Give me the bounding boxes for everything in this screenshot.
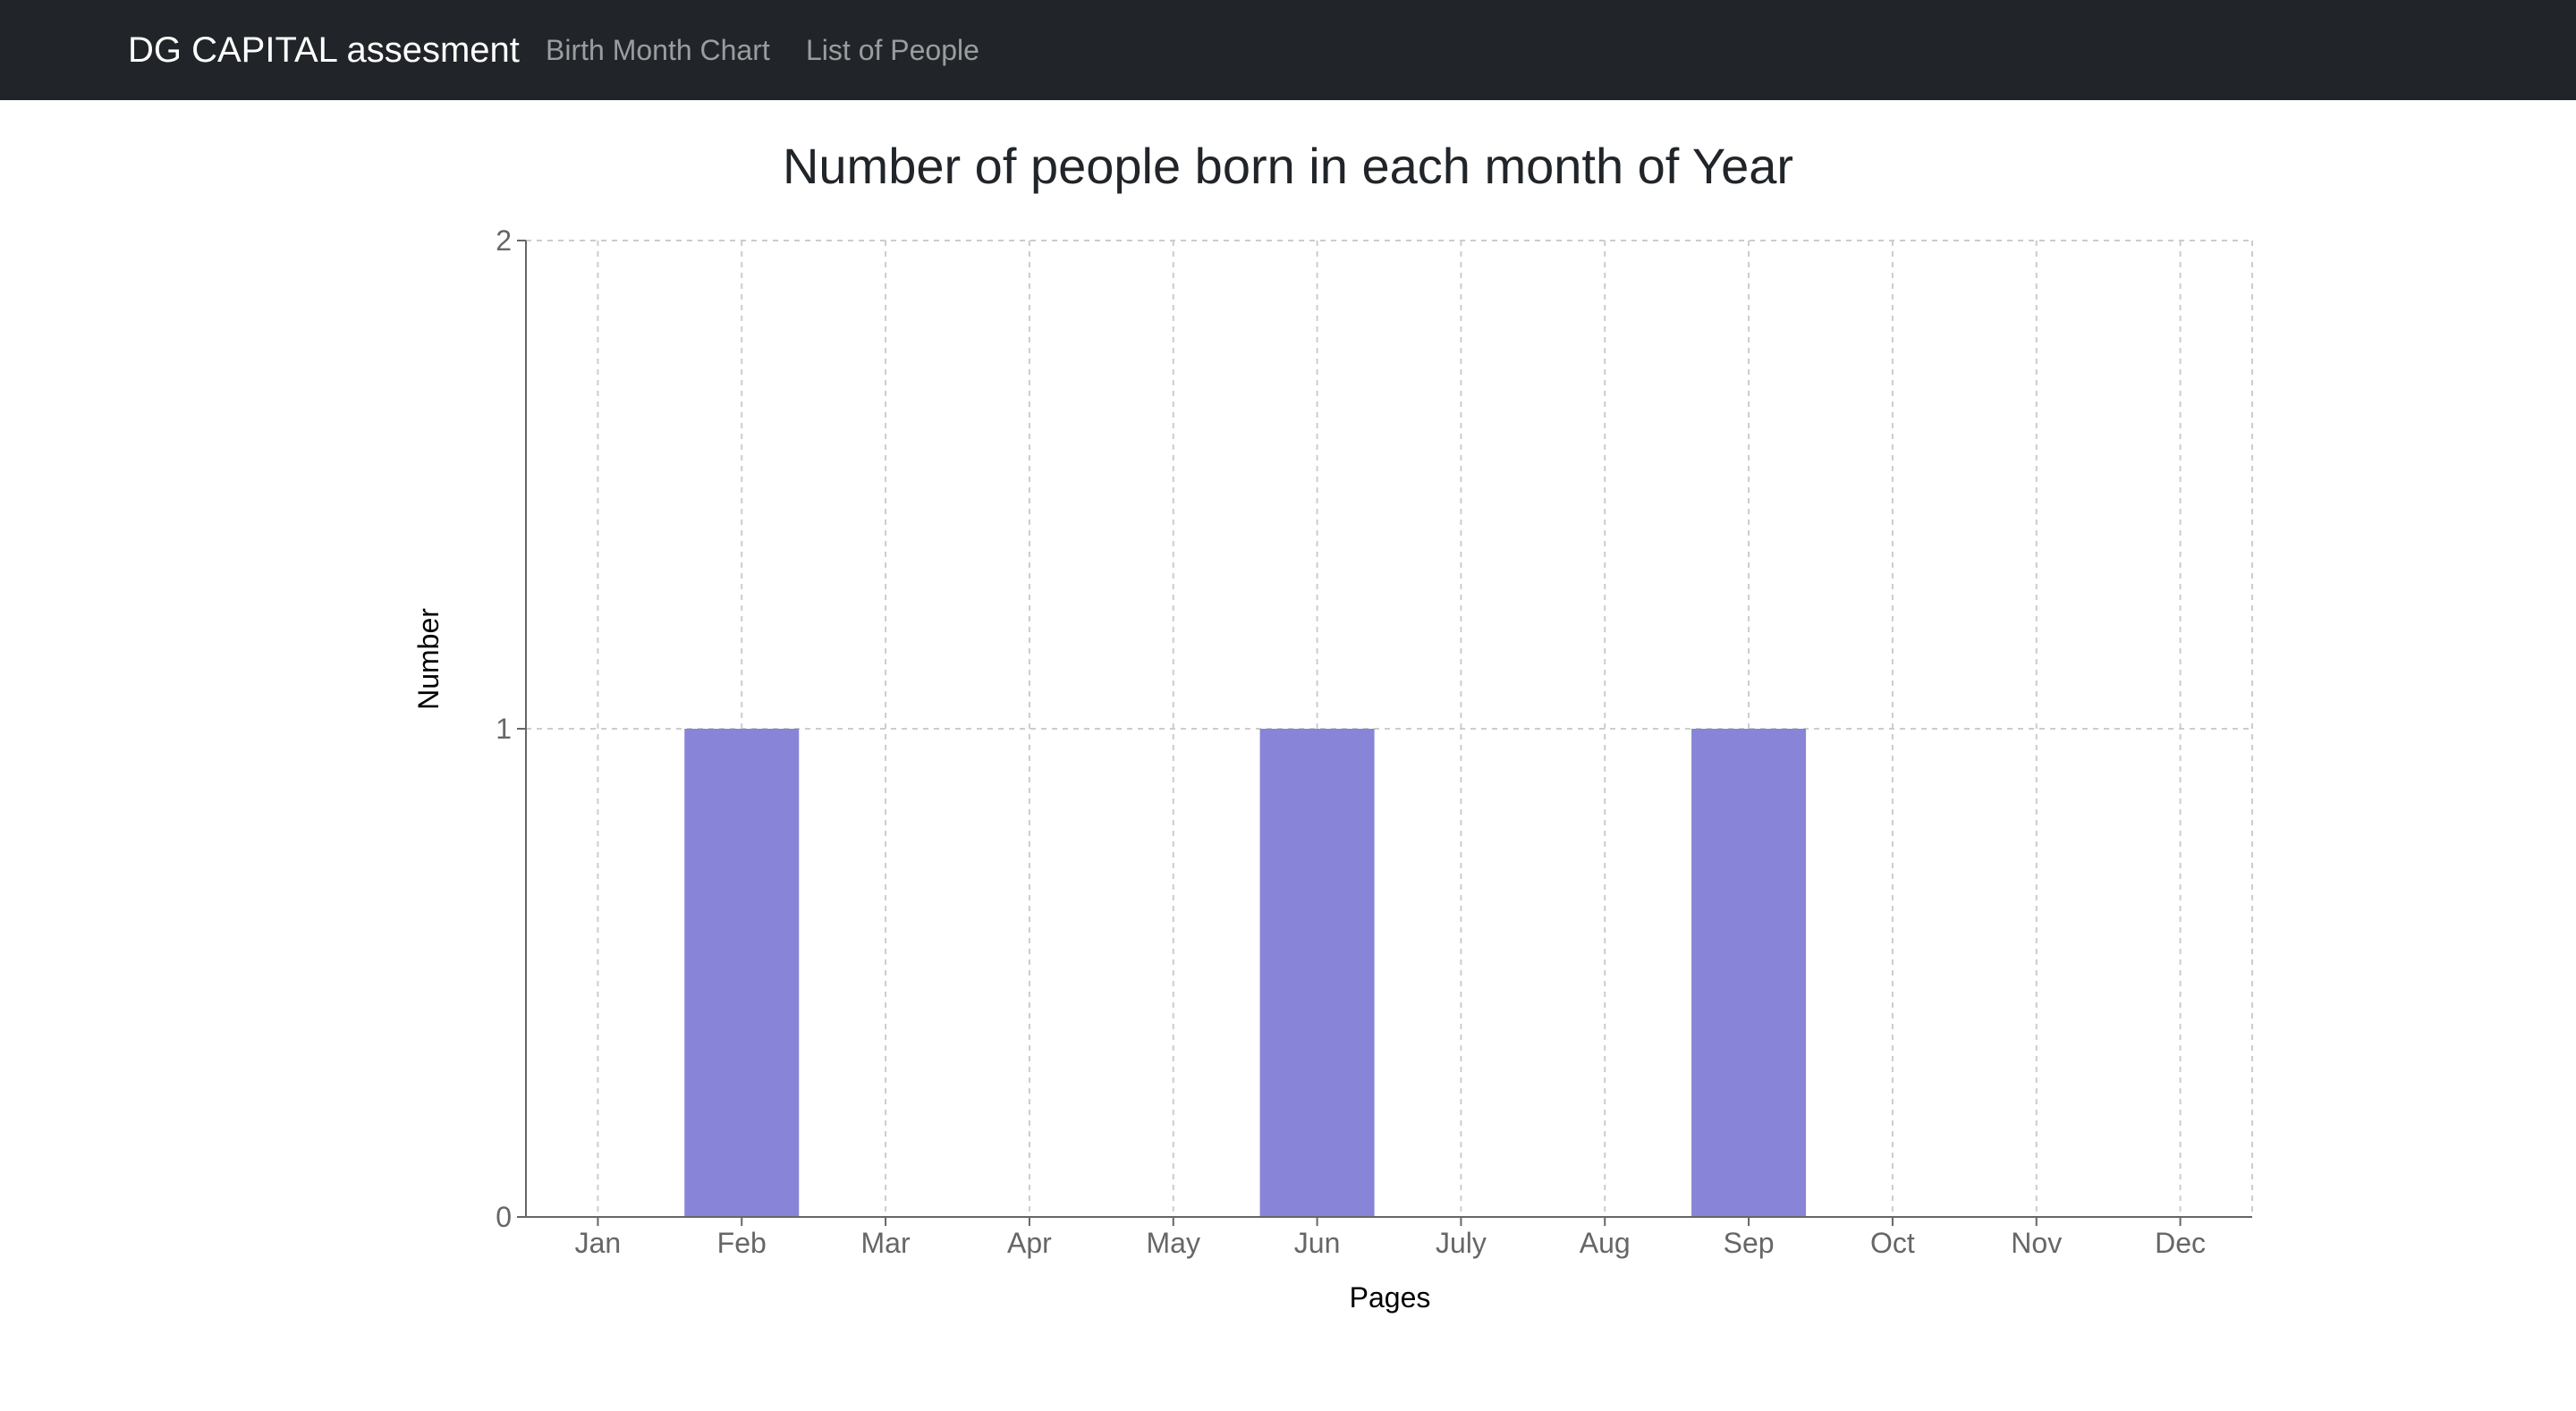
top-navbar: DG CAPITAL assesment Birth Month Chart L… [0,0,2576,100]
x-tick-label: Oct [1870,1227,1915,1259]
brand-link[interactable]: DG CAPITAL assesment [128,30,520,70]
chart-bars [684,729,1807,1217]
nav-link-birth-month-chart[interactable]: Birth Month Chart [546,34,770,66]
nav-link-list-of-people[interactable]: List of People [806,34,979,66]
x-tick-label: Nov [2011,1227,2062,1259]
x-tick-label: Apr [1007,1227,1052,1259]
x-tick-label: May [1147,1227,1200,1259]
x-tick-label: Dec [2155,1227,2206,1259]
y-axis-label: Number [412,608,445,710]
bar-sep[interactable] [1691,729,1807,1217]
x-axis-label: Pages [1350,1281,1431,1314]
x-tick-label: Jun [1294,1227,1341,1259]
x-tick-label: Sep [1724,1227,1775,1259]
x-tick-label: Jan [575,1227,622,1259]
bar-feb[interactable] [684,729,800,1217]
chart-axes: 0 1 2 Jan Feb Mar Apr May Jun July Aug Sep Oct Nov Dec [496,224,2252,1259]
x-tick-label: July [1436,1227,1487,1259]
y-tick-label: 0 [496,1201,512,1233]
x-tick-label: Mar [861,1227,911,1259]
x-tick-label: Feb [717,1227,767,1259]
x-tick-label: Aug [1580,1227,1631,1259]
chart-title: Number of people born in each month of Y… [782,138,1794,194]
bar-jun[interactable] [1259,729,1375,1217]
y-tick-label: 2 [496,224,512,257]
y-tick-label: 1 [496,713,512,745]
